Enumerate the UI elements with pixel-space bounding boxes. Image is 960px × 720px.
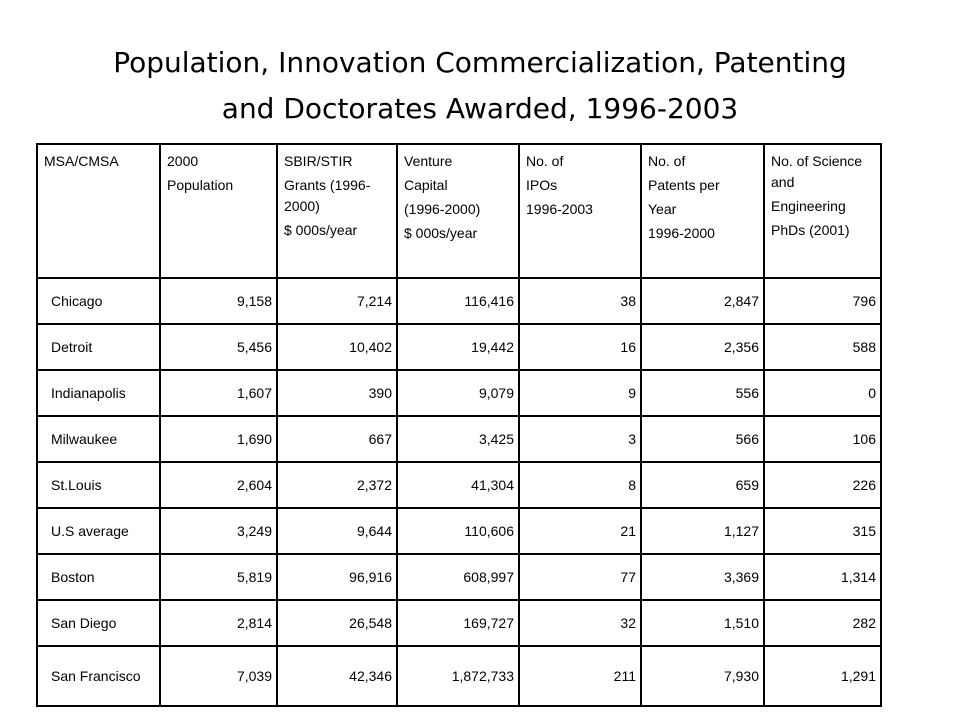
cell-ipos: 9 xyxy=(518,369,642,417)
cell-sbir: 390 xyxy=(276,369,398,417)
cell-venture: 608,997 xyxy=(396,553,520,601)
cell-population: 1,690 xyxy=(159,415,278,463)
cell-phds: 282 xyxy=(763,599,882,647)
cell-ipos: 38 xyxy=(518,277,642,325)
cell-phds: 1,314 xyxy=(763,553,882,601)
cell-venture: 1,872,733 xyxy=(396,645,520,707)
cell-population: 1,607 xyxy=(159,369,278,417)
header-sbir-grants: SBIR/STIR Grants (1996-2000) $ 000s/year xyxy=(276,143,398,279)
slide-title: Population, Innovation Commercialization… xyxy=(40,40,920,132)
table-row: Boston 5,819 96,916 608,997 77 3,369 1,3… xyxy=(36,553,882,601)
table-row: Indianapolis 1,607 390 9,079 9 556 0 xyxy=(36,369,882,417)
header-msa-cmsa: MSA/CMSA xyxy=(36,143,161,279)
cell-patents: 556 xyxy=(640,369,765,417)
cell-msa: Indianapolis xyxy=(36,369,161,417)
cell-patents: 7,930 xyxy=(640,645,765,707)
cell-msa: Milwaukee xyxy=(36,415,161,463)
cell-patents: 659 xyxy=(640,461,765,509)
cell-msa: San Diego xyxy=(36,599,161,647)
cell-phds: 106 xyxy=(763,415,882,463)
cell-msa: Detroit xyxy=(36,323,161,371)
header-venture-capital: Venture Capital (1996-2000) $ 000s/year xyxy=(396,143,520,279)
title-line-2: and Doctorates Awarded, 1996-2003 xyxy=(221,92,739,125)
table-row: St.Louis 2,604 2,372 41,304 8 659 226 xyxy=(36,461,882,509)
cell-venture: 3,425 xyxy=(396,415,520,463)
table-row: Chicago 9,158 7,214 116,416 38 2,847 796 xyxy=(36,277,882,325)
cell-phds: 315 xyxy=(763,507,882,555)
cell-population: 5,819 xyxy=(159,553,278,601)
cell-msa: St.Louis xyxy=(36,461,161,509)
cell-sbir: 26,548 xyxy=(276,599,398,647)
cell-phds: 1,291 xyxy=(763,645,882,707)
table-row: U.S average 3,249 9,644 110,606 21 1,127… xyxy=(36,507,882,555)
table-row: Milwaukee 1,690 667 3,425 3 566 106 xyxy=(36,415,882,463)
cell-venture: 169,727 xyxy=(396,599,520,647)
cell-patents: 2,356 xyxy=(640,323,765,371)
cell-patents: 3,369 xyxy=(640,553,765,601)
cell-msa: San Francisco xyxy=(36,645,161,707)
cell-sbir: 9,644 xyxy=(276,507,398,555)
cell-ipos: 21 xyxy=(518,507,642,555)
cell-phds: 796 xyxy=(763,277,882,325)
cell-venture: 9,079 xyxy=(396,369,520,417)
cell-venture: 41,304 xyxy=(396,461,520,509)
cell-sbir: 2,372 xyxy=(276,461,398,509)
header-phds: No. of Science and Engineering PhDs (2001) xyxy=(763,143,882,279)
cell-patents: 1,127 xyxy=(640,507,765,555)
cell-sbir: 7,214 xyxy=(276,277,398,325)
table-row: San Diego 2,814 26,548 169,727 32 1,510 … xyxy=(36,599,882,647)
cell-msa: Chicago xyxy=(36,277,161,325)
cell-ipos: 32 xyxy=(518,599,642,647)
cell-msa: U.S average xyxy=(36,507,161,555)
cell-phds: 588 xyxy=(763,323,882,371)
cell-ipos: 16 xyxy=(518,323,642,371)
cell-ipos: 211 xyxy=(518,645,642,707)
cell-venture: 116,416 xyxy=(396,277,520,325)
cell-sbir: 667 xyxy=(276,415,398,463)
cell-phds: 226 xyxy=(763,461,882,509)
header-population: 2000 Population xyxy=(159,143,278,279)
cell-msa: Boston xyxy=(36,553,161,601)
cell-ipos: 3 xyxy=(518,415,642,463)
header-ipos: No. of IPOs 1996-2003 xyxy=(518,143,642,279)
cell-venture: 19,442 xyxy=(396,323,520,371)
table-row: Detroit 5,456 10,402 19,442 16 2,356 588 xyxy=(36,323,882,371)
cell-population: 5,456 xyxy=(159,323,278,371)
cell-patents: 566 xyxy=(640,415,765,463)
cell-population: 2,814 xyxy=(159,599,278,647)
header-row: MSA/CMSA 2000 Population SBIR/STIR Grants … xyxy=(36,143,882,279)
table-row: San Francisco 7,039 42,346 1,872,733 211… xyxy=(36,645,882,707)
cell-venture: 110,606 xyxy=(396,507,520,555)
data-table: MSA/CMSA 2000 Population SBIR/STIR Grants … xyxy=(36,143,882,707)
cell-sbir: 96,916 xyxy=(276,553,398,601)
cell-population: 3,249 xyxy=(159,507,278,555)
cell-patents: 1,510 xyxy=(640,599,765,647)
cell-population: 7,039 xyxy=(159,645,278,707)
cell-population: 2,604 xyxy=(159,461,278,509)
cell-phds: 0 xyxy=(763,369,882,417)
cell-ipos: 8 xyxy=(518,461,642,509)
header-patents: No. of Patents per Year 1996-2000 xyxy=(640,143,765,279)
cell-ipos: 77 xyxy=(518,553,642,601)
cell-sbir: 10,402 xyxy=(276,323,398,371)
cell-sbir: 42,346 xyxy=(276,645,398,707)
title-line-1: Population, Innovation Commercialization… xyxy=(113,46,847,79)
cell-patents: 2,847 xyxy=(640,277,765,325)
cell-population: 9,158 xyxy=(159,277,278,325)
